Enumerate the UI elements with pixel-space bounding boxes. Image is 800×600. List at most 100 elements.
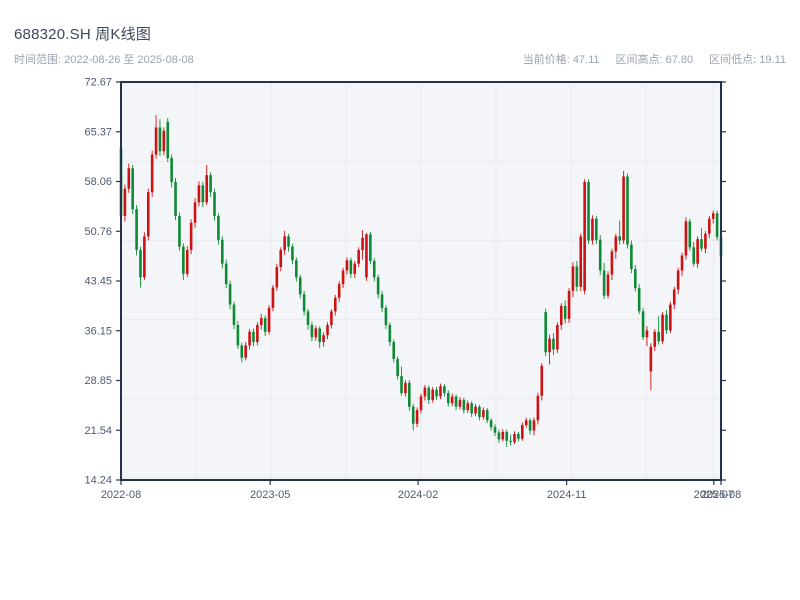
- candle-body: [306, 311, 310, 325]
- candle-body: [700, 239, 703, 249]
- candle-body: [240, 345, 244, 358]
- candle-body: [458, 399, 462, 407]
- candle-body: [567, 290, 571, 319]
- candle-body: [279, 250, 283, 268]
- candle-body: [333, 297, 337, 312]
- candle-body: [618, 236, 622, 241]
- candle-body: [423, 387, 427, 397]
- candle-body: [236, 324, 240, 346]
- candle-body: [318, 328, 322, 342]
- candle-body: [143, 236, 146, 278]
- candle-body: [193, 202, 197, 223]
- candle-body: [536, 395, 540, 421]
- candle-body: [127, 168, 131, 189]
- x-axis-label: 2025-08: [701, 489, 741, 501]
- candle-body: [388, 324, 392, 342]
- candle-body: [259, 318, 263, 325]
- candle-body: [509, 440, 512, 443]
- candle-body: [587, 181, 590, 241]
- candle-body: [478, 406, 481, 417]
- candle-body: [228, 284, 232, 305]
- candle-body: [162, 130, 166, 152]
- candle-body: [676, 270, 680, 290]
- candle-body: [349, 260, 353, 274]
- candle-body: [489, 420, 493, 428]
- candle-body: [197, 185, 201, 203]
- candle-body: [474, 406, 477, 414]
- y-axis-label: 14.24: [84, 475, 112, 487]
- y-axis-label: 21.54: [84, 425, 112, 437]
- candle-body: [415, 410, 419, 424]
- y-axis-label: 50.76: [84, 226, 112, 238]
- candle-body: [419, 396, 423, 411]
- candle-body: [178, 215, 181, 247]
- candle-body: [283, 236, 286, 251]
- candle-body: [263, 318, 267, 332]
- candle-body: [353, 263, 357, 274]
- y-axis-label: 36.15: [84, 325, 112, 337]
- candle-body: [583, 181, 586, 291]
- candle-body: [649, 346, 653, 372]
- candle-body: [345, 260, 349, 271]
- candle-body: [513, 433, 516, 443]
- candle-body: [548, 338, 551, 353]
- candle-body: [684, 221, 688, 256]
- candle-body: [400, 376, 403, 394]
- candle-body: [252, 331, 255, 342]
- candle-body: [711, 213, 715, 219]
- candle-body: [201, 185, 205, 203]
- candle-body: [556, 324, 559, 350]
- candle-body: [185, 250, 189, 274]
- candle-body: [205, 175, 209, 203]
- candle-body: [150, 154, 154, 193]
- candle-body: [256, 324, 259, 342]
- time-range-label: 时间范围: 2022-08-26 至 2025-08-08: [14, 54, 194, 66]
- candle-body: [380, 294, 384, 308]
- candle-body: [708, 218, 711, 234]
- candle-body: [532, 420, 536, 431]
- candle-body: [404, 382, 407, 394]
- y-axis-label: 65.37: [84, 126, 112, 138]
- candle-body: [595, 218, 598, 240]
- candle-body: [485, 410, 489, 421]
- x-axis-label: 2023-05: [250, 489, 290, 501]
- candle-body: [139, 250, 142, 278]
- candle-body: [166, 121, 170, 159]
- candle-body: [637, 288, 641, 312]
- candle-body: [244, 345, 247, 358]
- candle-body: [357, 250, 360, 264]
- candle-body: [704, 233, 707, 249]
- candle-body: [271, 287, 275, 308]
- candle-body: [672, 289, 676, 305]
- candle-body: [392, 341, 396, 360]
- candle-body: [575, 266, 579, 287]
- candle-body: [715, 213, 719, 238]
- candle-body: [610, 251, 614, 275]
- candle-body: [524, 420, 528, 426]
- page-title: 688320.SH 周K线图: [14, 26, 152, 43]
- candle-body: [302, 294, 306, 312]
- x-axis-label: 2022-08: [101, 489, 141, 501]
- candle-body: [224, 263, 228, 285]
- candle-body: [665, 314, 668, 331]
- candle-body: [146, 192, 150, 237]
- range-high-label: 区间高点: 67.80: [615, 54, 694, 66]
- candle-body: [630, 244, 633, 270]
- x-axis-label: 2024-02: [398, 489, 438, 501]
- x-axis-label: 2024-11: [547, 489, 587, 501]
- candle-body: [369, 234, 372, 261]
- candle-body: [501, 431, 505, 440]
- candle-body: [602, 270, 606, 296]
- candle-body: [614, 236, 618, 252]
- candle-body: [291, 246, 294, 261]
- candle-body: [123, 188, 127, 216]
- candle-body: [661, 314, 664, 342]
- candle-body: [470, 403, 473, 414]
- candle-body: [540, 365, 544, 396]
- candle-body: [322, 335, 325, 342]
- candle-body: [232, 304, 236, 325]
- candle-body: [275, 267, 279, 288]
- candle-body: [544, 312, 547, 353]
- candle-body: [669, 304, 672, 331]
- candle-body: [248, 331, 251, 346]
